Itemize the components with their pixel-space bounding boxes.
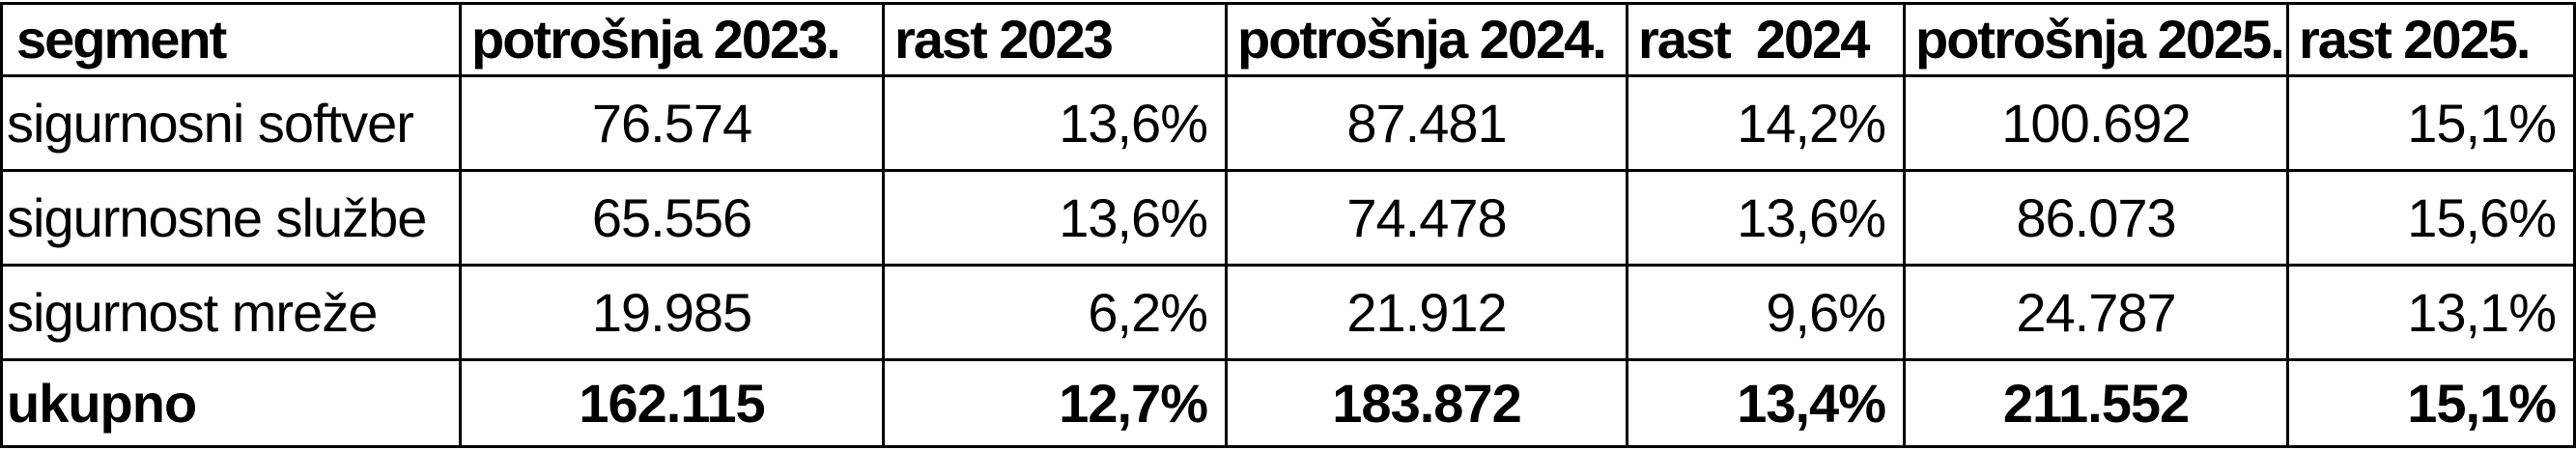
cell-growth-2025: 15,6% [2286,169,2576,268]
header-spend-2025: potrošnja 2025. [1903,2,2289,77]
cell-spend-2025: 24.787 [1903,264,2289,362]
cell-spend-2024: 87.481 [1225,73,1628,173]
cell-growth-2025: 15,1% [2286,73,2576,173]
header-growth-2025: rast 2025. [2286,2,2576,77]
total-growth-2025: 15,1% [2286,358,2576,448]
cell-spend-2024: 21.912 [1225,264,1628,362]
header-growth-2023: rast 2023 [882,2,1228,77]
total-spend-2024: 183.872 [1225,358,1628,448]
cell-spend-2023: 19.985 [459,264,885,362]
total-row: ukupno 162.115 12,7% 183.872 13,4% 211.5… [0,358,2576,448]
total-label: ukupno [0,358,462,448]
cell-spend-2025: 86.073 [1903,169,2289,268]
cell-spend-2023: 76.574 [459,73,885,173]
cell-growth-2023: 6,2% [882,264,1228,362]
header-segment: segment [0,2,462,77]
cell-growth-2023: 13,6% [882,73,1228,173]
cell-growth-2024: 14,2% [1626,73,1906,173]
cell-growth-2024: 9,6% [1626,264,1906,362]
header-growth-2024: rast 2024 [1626,2,1906,77]
header-row: segment potrošnja 2023. rast 2023 potroš… [0,2,2576,77]
cell-spend-2024: 74.478 [1225,169,1628,268]
row-segment-label: sigurnost mreže [0,264,462,362]
total-spend-2025: 211.552 [1903,358,2289,448]
header-spend-2024: potrošnja 2024. [1225,2,1628,77]
table-row: sigurnosni softver 76.574 13,6% 87.481 1… [0,73,2576,173]
header-spend-2023: potrošnja 2023. [459,2,885,77]
row-segment-label: sigurnosni softver [0,73,462,173]
cell-growth-2024: 13,6% [1626,169,1906,268]
table-row: sigurnost mreže 19.985 6,2% 21.912 9,6% … [0,264,2576,362]
row-segment-label: sigurnosne službe [0,169,462,268]
table-row: sigurnosne službe 65.556 13,6% 74.478 13… [0,169,2576,268]
cell-spend-2025: 100.692 [1903,73,2289,173]
total-spend-2023: 162.115 [459,358,885,448]
cell-spend-2023: 65.556 [459,169,885,268]
total-growth-2024: 13,4% [1626,358,1906,448]
cell-growth-2025: 13,1% [2286,264,2576,362]
total-growth-2023: 12,7% [882,358,1228,448]
cell-growth-2023: 13,6% [882,169,1228,268]
